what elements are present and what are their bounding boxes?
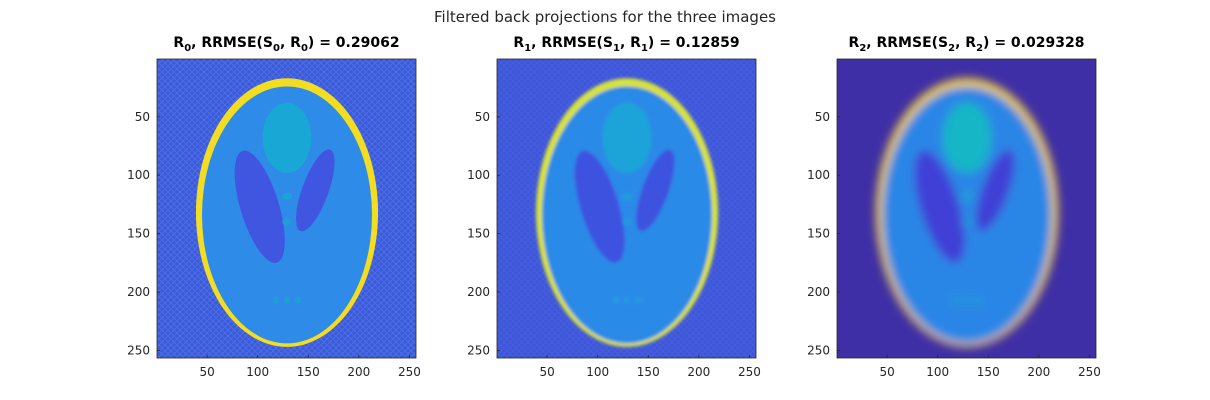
title-part-r2: R xyxy=(630,35,641,51)
y-tick-label: 50 xyxy=(135,110,150,124)
panel-title: R2, RRMSE(S2, R2) = 0.029328 xyxy=(849,35,1085,54)
image-area xyxy=(497,59,756,358)
phantom-dot xyxy=(635,296,642,304)
title-part-r: R xyxy=(173,35,184,51)
title-part-mid2: , xyxy=(280,35,290,51)
title-part-mid1: , RRMSE( xyxy=(866,35,938,51)
phantom-dot xyxy=(975,296,982,304)
x-tick-label: 150 xyxy=(977,365,1000,379)
y-tick-label: 200 xyxy=(467,285,490,299)
x-tick-label: 250 xyxy=(738,365,761,379)
title-part-mid1: , RRMSE( xyxy=(531,35,603,51)
phantom-top-ellipse xyxy=(602,102,652,173)
phantom-small-feature xyxy=(961,218,973,226)
x-tick-label: 100 xyxy=(926,365,949,379)
phantom-dot xyxy=(295,296,302,304)
phantom-top-ellipse xyxy=(942,102,992,173)
y-tick-label: 150 xyxy=(127,227,150,241)
title-part-r: R xyxy=(849,35,860,51)
y-tick-label: 250 xyxy=(807,343,830,357)
title-part-s: S xyxy=(263,35,273,51)
image-area xyxy=(157,59,416,358)
x-tick-label: 100 xyxy=(586,365,609,379)
y-tick-label: 50 xyxy=(475,110,490,124)
phantom-dot xyxy=(272,296,279,304)
phantom-small-feature xyxy=(621,218,633,226)
phantom-dot xyxy=(623,296,631,304)
y-tick-label: 150 xyxy=(467,227,490,241)
y-tick-label: 150 xyxy=(807,227,830,241)
y-tick-label: 100 xyxy=(807,168,830,182)
title-part-s_sub: 2 xyxy=(948,43,955,54)
title-part-r2_sub: 0 xyxy=(301,43,308,54)
x-tick-label: 250 xyxy=(398,365,421,379)
x-tick-label: 200 xyxy=(1027,365,1050,379)
phantom xyxy=(875,78,1059,347)
y-tick-label: 100 xyxy=(467,168,490,182)
image-area xyxy=(837,59,1096,358)
title-part-end: ) = 0.12859 xyxy=(648,35,740,51)
phantom xyxy=(535,78,719,347)
phantom-left-ellipse xyxy=(574,150,625,263)
phantom-top-ellipse xyxy=(262,102,312,173)
x-tick-label: 200 xyxy=(347,365,370,379)
title-part-r2_sub: 1 xyxy=(641,43,648,54)
x-tick-label: 50 xyxy=(199,365,214,379)
x-tick-label: 50 xyxy=(879,365,894,379)
x-tick-label: 50 xyxy=(539,365,554,379)
panel-title: R0, RRMSE(S0, R0) = 0.29062 xyxy=(173,35,399,54)
title-part-s: S xyxy=(938,35,948,51)
y-tick-label: 250 xyxy=(127,343,150,357)
x-tick-label: 100 xyxy=(246,365,269,379)
phantom-dot xyxy=(612,296,619,304)
phantom-dot xyxy=(952,296,959,304)
phantom-right-ellipse xyxy=(636,149,675,232)
x-tick-label: 150 xyxy=(297,365,320,379)
y-tick-label: 200 xyxy=(807,285,830,299)
phantom-left-ellipse xyxy=(234,150,285,263)
title-part-s_sub: 0 xyxy=(273,43,280,54)
phantom-small-feature xyxy=(961,192,973,200)
phantom xyxy=(195,78,379,347)
title-part-r_sub: 0 xyxy=(184,43,191,54)
title-part-r_sub: 2 xyxy=(859,43,866,54)
axes-box xyxy=(156,58,417,359)
title-part-r2: R xyxy=(290,35,301,51)
axes-box xyxy=(836,58,1097,359)
y-tick-label: 100 xyxy=(127,168,150,182)
phantom-dot xyxy=(283,296,291,304)
title-part-mid2: , xyxy=(620,35,630,51)
title-part-mid1: , RRMSE( xyxy=(191,35,263,51)
panel-title: R1, RRMSE(S1, R1) = 0.12859 xyxy=(513,35,739,54)
x-tick-label: 150 xyxy=(637,365,660,379)
title-part-r_sub: 1 xyxy=(524,43,531,54)
title-part-end: ) = 0.029328 xyxy=(983,35,1084,51)
title-part-end: ) = 0.29062 xyxy=(308,35,400,51)
y-tick-label: 50 xyxy=(815,110,830,124)
phantom-small-feature xyxy=(281,192,293,200)
x-tick-label: 200 xyxy=(687,365,710,379)
title-part-r2: R xyxy=(965,35,976,51)
y-tick-label: 200 xyxy=(127,285,150,299)
title-part-r2_sub: 2 xyxy=(976,43,983,54)
phantom-dot xyxy=(963,296,971,304)
title-part-s: S xyxy=(603,35,613,51)
title-part-s_sub: 1 xyxy=(613,43,620,54)
phantom-right-ellipse xyxy=(296,149,335,232)
phantom-left-ellipse xyxy=(914,150,965,263)
phantom-small-feature xyxy=(281,218,293,226)
y-tick-label: 250 xyxy=(467,343,490,357)
phantom-small-feature xyxy=(621,192,633,200)
axes-box xyxy=(496,58,757,359)
x-tick-label: 250 xyxy=(1078,365,1101,379)
figure-title: Filtered back projections for the three … xyxy=(434,8,776,26)
phantom-right-ellipse xyxy=(976,149,1015,232)
title-part-mid2: , xyxy=(955,35,965,51)
title-part-r: R xyxy=(513,35,524,51)
